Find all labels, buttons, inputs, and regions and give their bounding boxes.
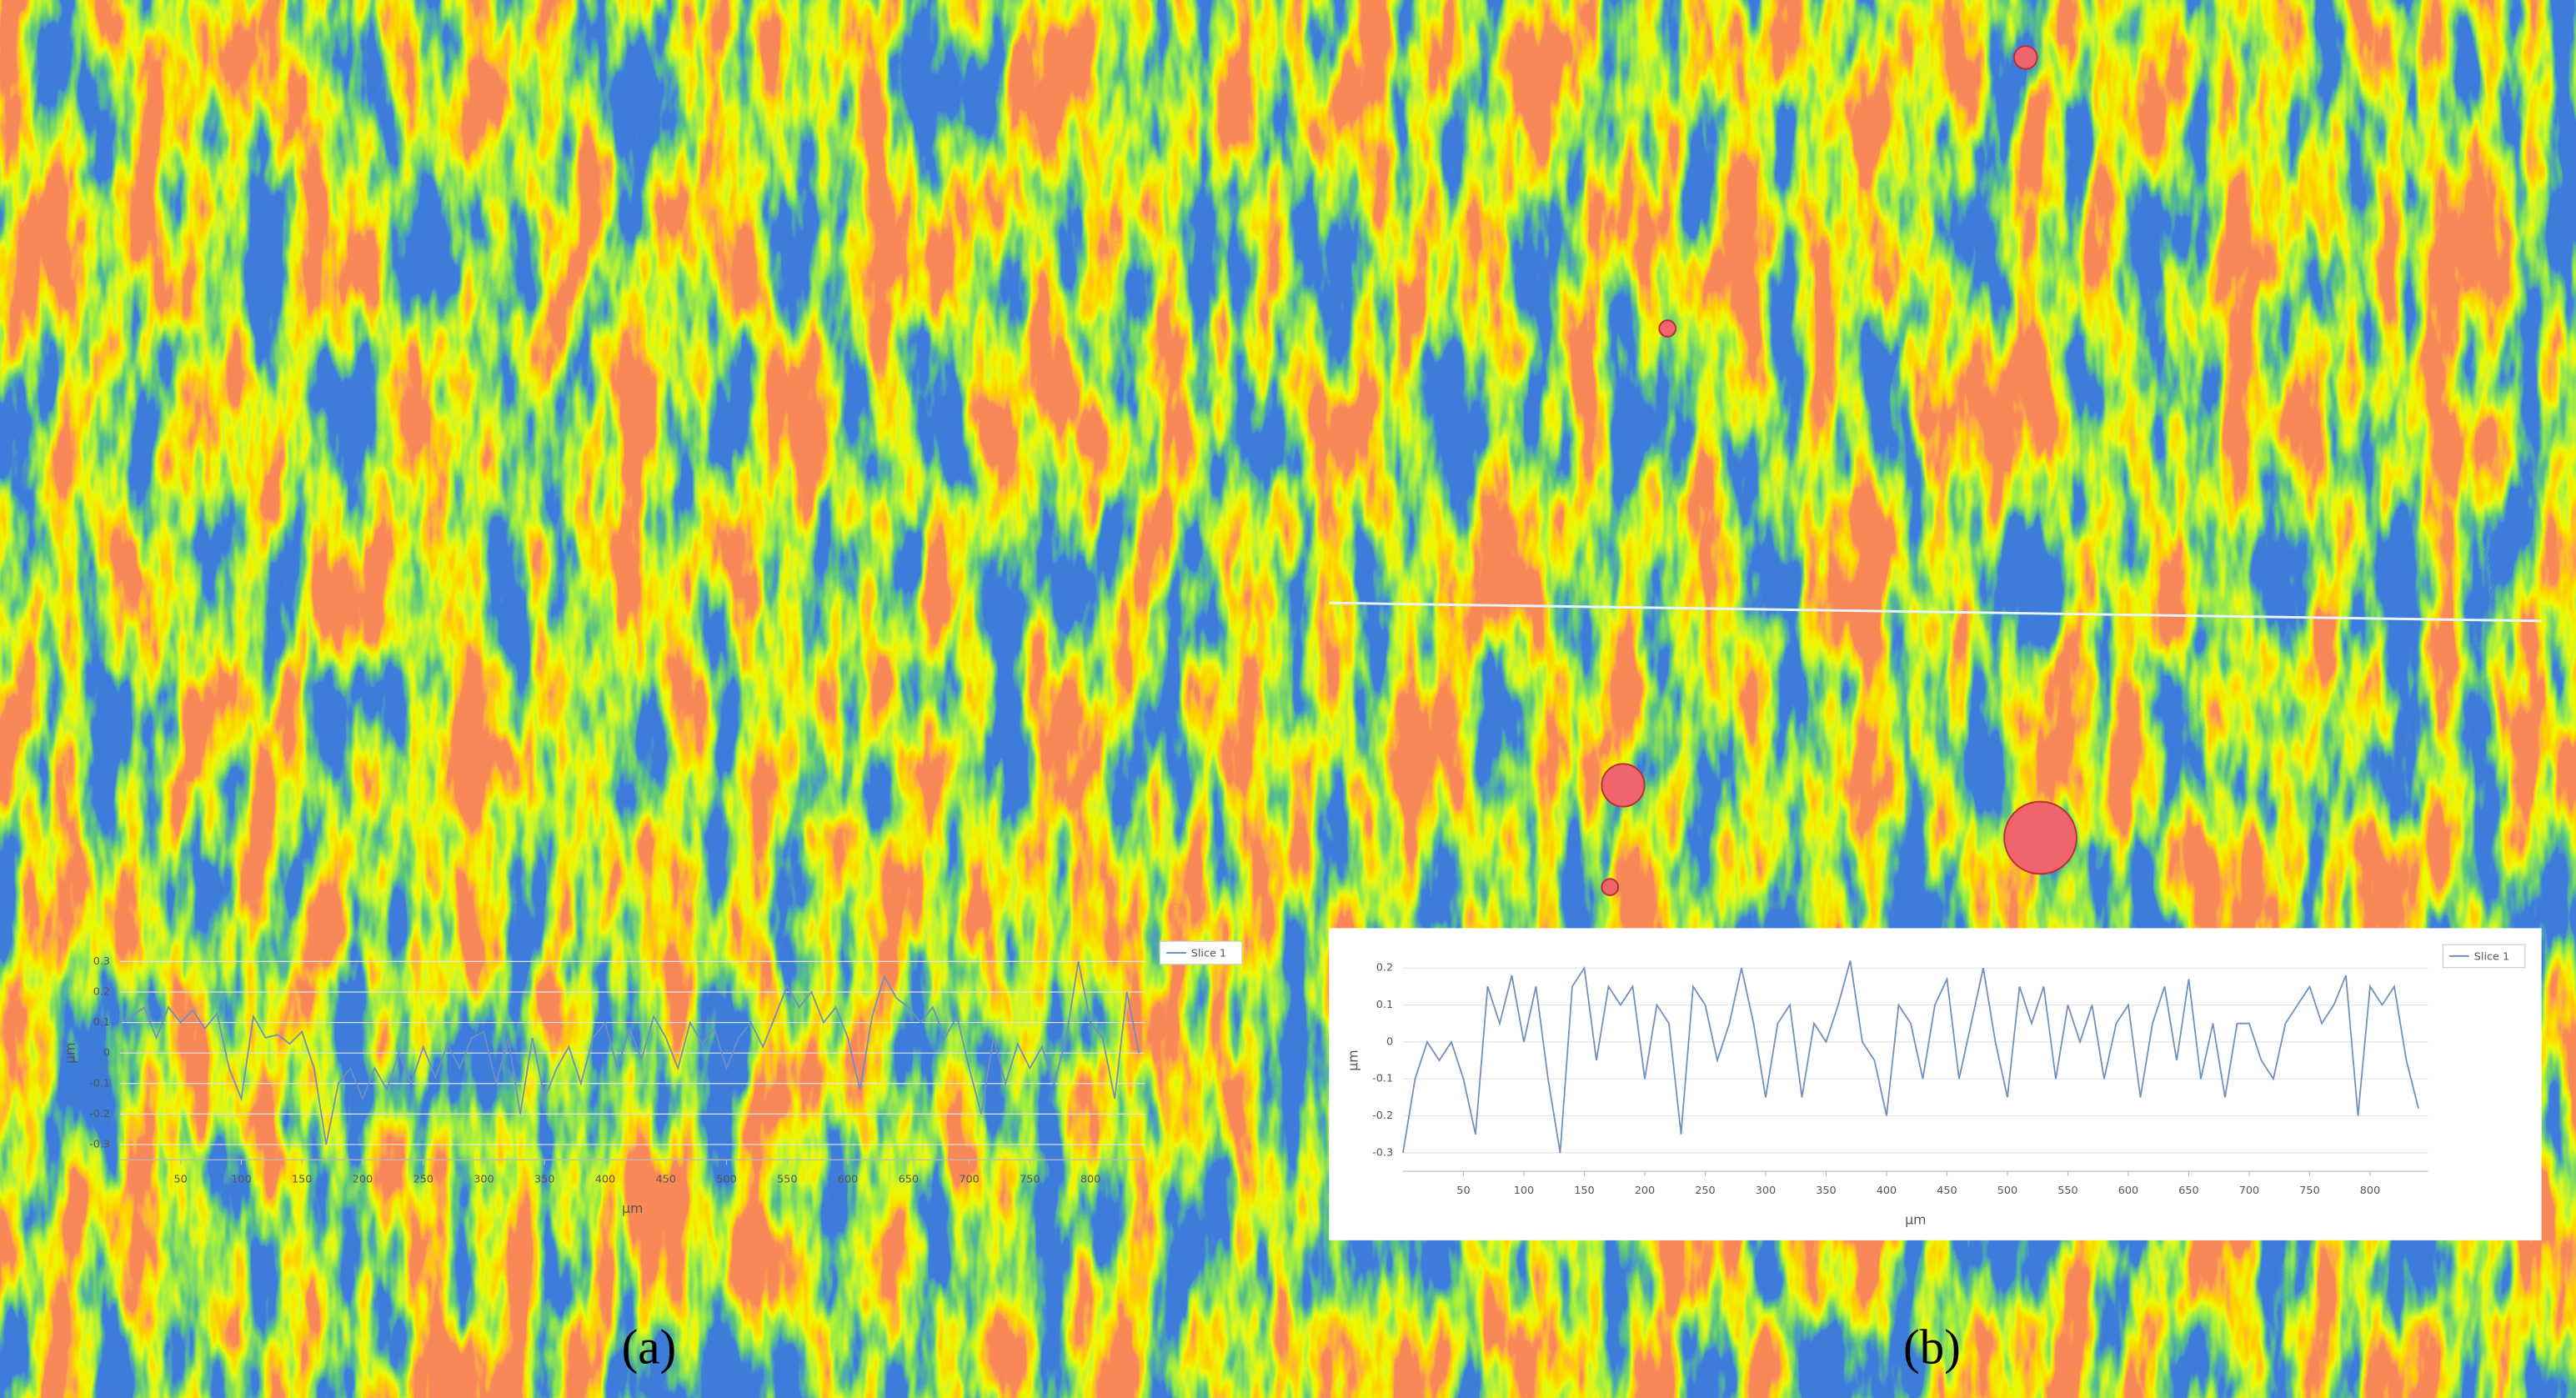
y-tick-label: -0.1 [89, 1077, 110, 1090]
x-tick-label: 750 [1020, 1173, 1040, 1185]
y-tick-label: 0.2 [93, 985, 110, 998]
x-tick-label: 800 [1080, 1173, 1100, 1185]
y-tick-label: -0.3 [1372, 1146, 1393, 1159]
panel-label: (a) [622, 1319, 677, 1374]
spot [57, 795, 75, 814]
x-tick-label: 550 [2057, 1185, 2077, 1197]
profile-line [1402, 960, 2419, 1154]
height-map [46, 36, 1259, 929]
x-tick-label: 250 [1695, 1185, 1715, 1197]
x-tick-label: 150 [1574, 1185, 1594, 1197]
y-tick-label: -0.2 [89, 1108, 110, 1120]
x-axis-label: µm [1905, 1212, 1926, 1228]
profile-area [1329, 928, 2542, 1240]
y-tick-label: 0.1 [1376, 999, 1393, 1011]
y-tick-label: 0.2 [1376, 962, 1393, 975]
legend-box [2442, 944, 2526, 969]
x-tick-label: 350 [1816, 1185, 1836, 1197]
x-tick-label: 100 [231, 1173, 251, 1185]
x-tick-label: 700 [2239, 1185, 2259, 1197]
spot [2003, 800, 2077, 875]
x-tick-label: 800 [2360, 1185, 2380, 1197]
x-tick-label: 500 [1997, 1185, 2017, 1197]
y-axis-label: µm [62, 1042, 78, 1063]
x-tick-label: 350 [534, 1173, 554, 1185]
y-tick-label: 0.1 [93, 1016, 110, 1029]
x-tick-label: 200 [1635, 1185, 1655, 1197]
panel-label: (b) [1903, 1319, 1961, 1374]
spot [595, 739, 627, 772]
x-tick-label: 550 [777, 1173, 797, 1185]
spot [1601, 878, 1620, 896]
y-tick-label: 0 [1386, 1035, 1393, 1048]
profile-area [46, 928, 1259, 1240]
y-axis-label: µm [1345, 1050, 1361, 1070]
spot [2013, 45, 2038, 70]
spot [1601, 763, 1646, 808]
spot [995, 819, 1036, 860]
x-tick-label: 200 [353, 1173, 373, 1185]
spot [1658, 319, 1677, 338]
x-tick-label: 400 [595, 1173, 615, 1185]
x-tick-label: 500 [716, 1173, 736, 1185]
y-tick-label: 0.3 [93, 955, 110, 968]
height-map [1329, 36, 2542, 929]
x-tick-label: 400 [1877, 1185, 1897, 1197]
x-tick-label: 150 [292, 1173, 312, 1185]
x-tick-label: 50 [174, 1173, 188, 1185]
x-tick-label: 600 [2118, 1185, 2138, 1197]
spots [1601, 45, 2077, 896]
spot [248, 729, 278, 759]
x-tick-label: 700 [959, 1173, 979, 1185]
profile-line [119, 961, 1140, 1145]
x-tick-label: 300 [474, 1173, 494, 1185]
x-tick-label: 450 [656, 1173, 676, 1185]
legend-label: Slice 1 [1191, 947, 1226, 960]
spot [1059, 377, 1077, 395]
y-tick-label: -0.3 [89, 1138, 110, 1150]
x-tick-label: 600 [838, 1173, 858, 1185]
x-tick-label: 100 [1514, 1185, 1534, 1197]
x-axis-label: µm [622, 1200, 643, 1216]
y-tick-label: -0.1 [1372, 1073, 1393, 1085]
x-tick-label: 250 [413, 1173, 433, 1185]
x-tick-label: 300 [1756, 1185, 1776, 1197]
y-tick-label: 0 [103, 1047, 110, 1060]
legend-label: Slice 1 [2474, 950, 2509, 963]
x-tick-label: 450 [1937, 1185, 1957, 1197]
slice-line [1329, 601, 2542, 623]
spot [607, 819, 629, 840]
x-tick-label: 50 [1456, 1185, 1470, 1197]
y-tick-label: -0.2 [1372, 1110, 1393, 1122]
x-tick-label: 650 [899, 1173, 919, 1185]
slice-line [46, 604, 1259, 628]
x-tick-label: 750 [2299, 1185, 2319, 1197]
x-tick-label: 650 [2178, 1185, 2198, 1197]
spots [57, 377, 1077, 860]
